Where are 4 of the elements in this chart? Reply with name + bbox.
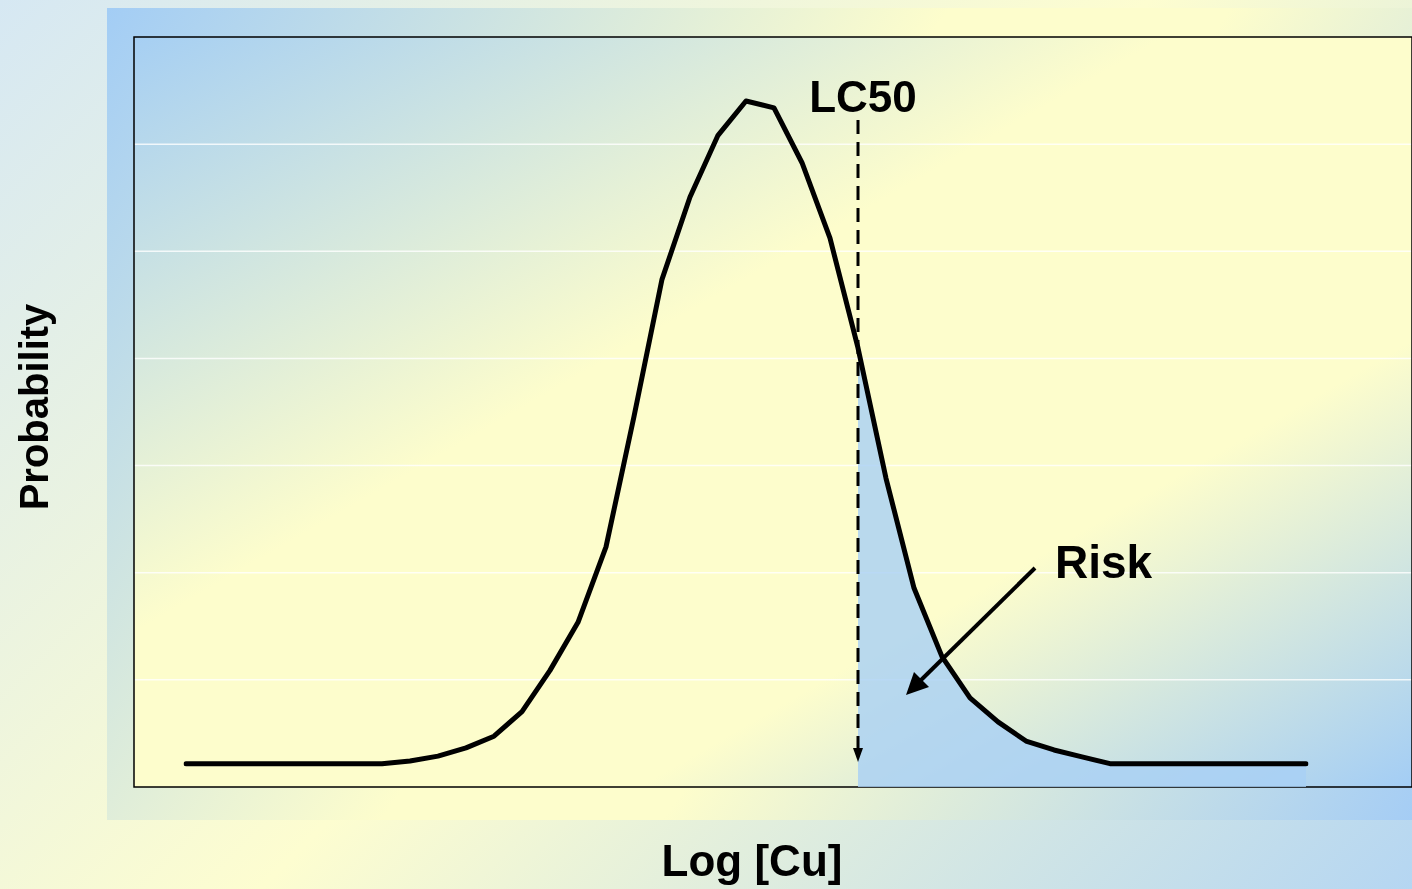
- y-axis-title: Probability: [11, 303, 57, 511]
- x-axis-title: Log [Cu]: [660, 836, 844, 886]
- annotation: LC50: [809, 72, 917, 122]
- annotation: Risk: [1055, 535, 1153, 589]
